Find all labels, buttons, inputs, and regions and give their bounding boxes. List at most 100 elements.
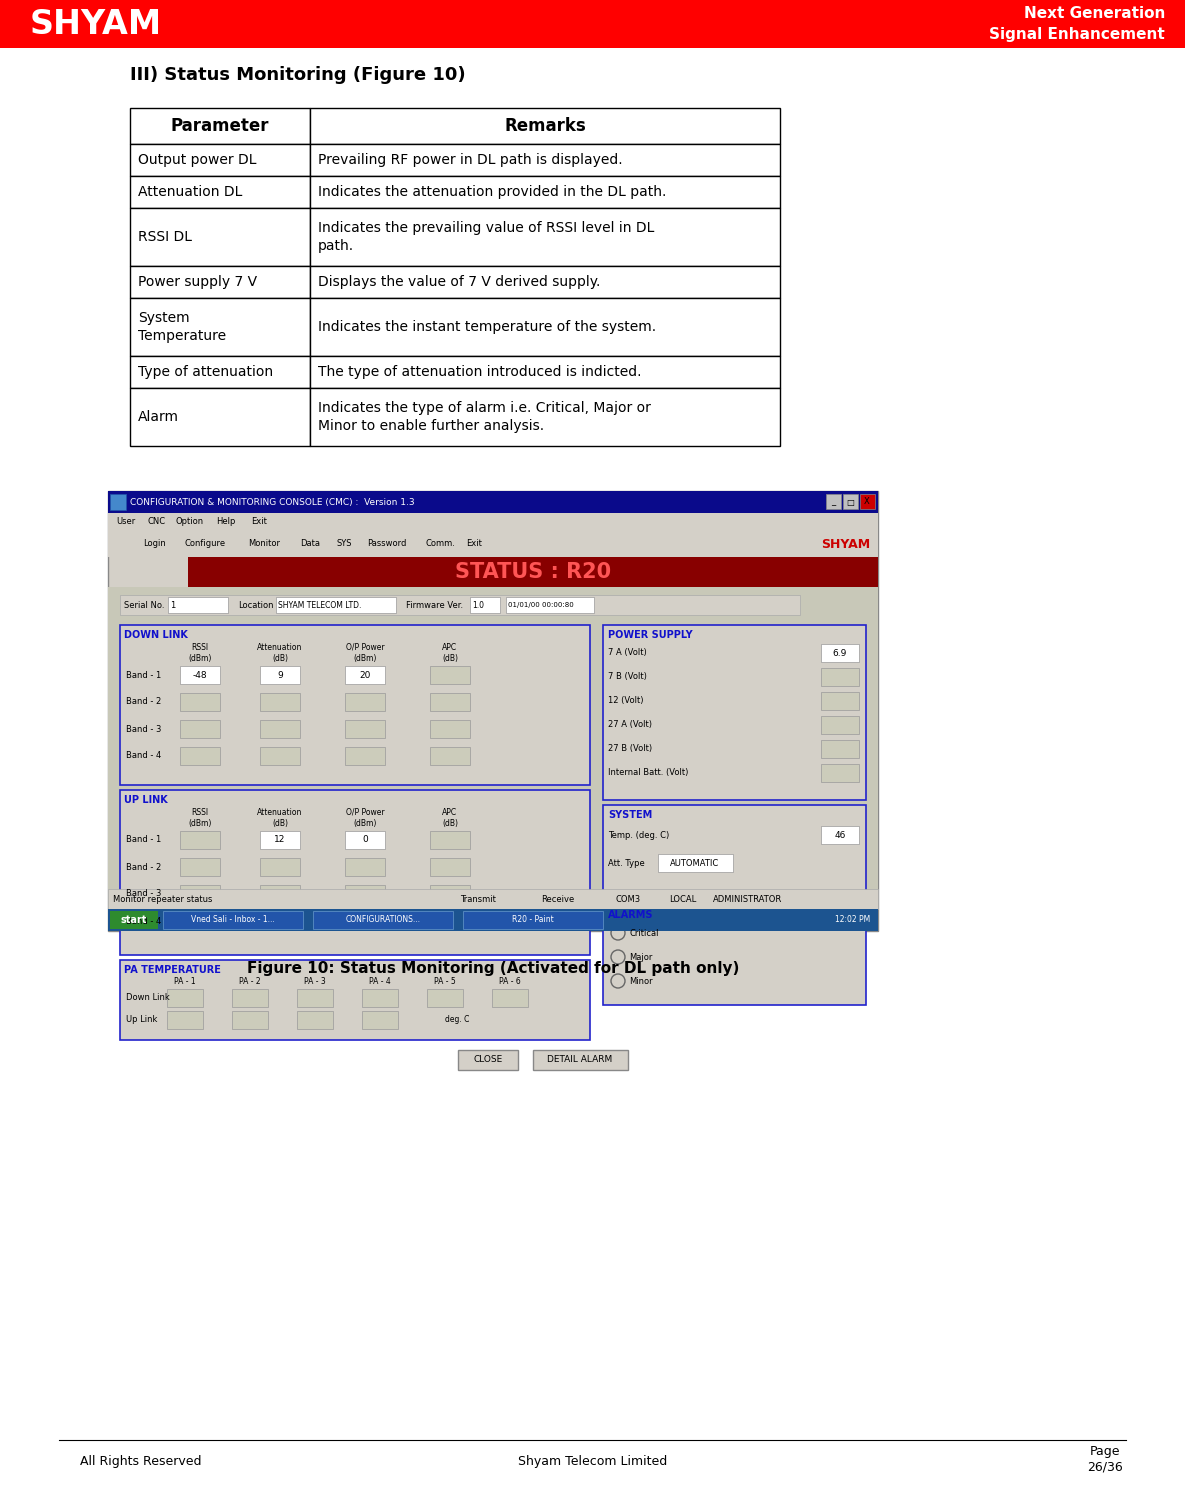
Bar [168,596,228,613]
Bar [110,494,126,510]
Text: STATUS : R20: STATUS : R20 [455,562,611,581]
Text: Indicates the prevailing value of RSSI level in DL
path.: Indicates the prevailing value of RSSI l… [318,220,654,252]
Text: 0: 0 [363,835,367,844]
Bar [430,693,470,711]
Bar [188,557,878,587]
Bar [260,885,300,903]
Bar [108,491,878,513]
Bar [232,989,268,1007]
Bar [843,494,858,509]
Bar [130,266,310,297]
Bar [0,0,1185,48]
Bar [260,858,300,876]
Bar [297,989,333,1007]
Text: LOCAL: LOCAL [670,894,697,903]
Text: Minor: Minor [629,977,653,986]
Text: Displays the value of 7 V derived supply.: Displays the value of 7 V derived supply… [318,275,601,288]
Text: Type of attenuation: Type of attenuation [137,365,273,379]
Text: POWER SUPPLY: POWER SUPPLY [608,630,692,640]
Text: Prevailing RF power in DL path is displayed.: Prevailing RF power in DL path is displa… [318,153,622,168]
Text: PA - 2: PA - 2 [239,977,261,986]
Bar [603,625,866,800]
Text: Receive: Receive [542,894,575,903]
Text: Data: Data [301,539,320,548]
Bar [345,666,385,684]
Bar [345,693,385,711]
Text: 27 A (Volt): 27 A (Volt) [608,720,652,729]
Text: APC
(dB): APC (dB) [442,808,457,827]
Text: ALARMS: ALARMS [608,911,653,920]
Text: Att. Type: Att. Type [608,859,645,868]
Bar [821,764,859,782]
Text: Login: Login [143,539,166,548]
Bar [108,532,878,557]
Text: O/P Power
(dBm): O/P Power (dBm) [346,808,384,827]
Text: deg. C: deg. C [446,1016,469,1024]
Text: AUTOMATIC: AUTOMATIC [671,859,719,868]
Text: User: User [116,518,135,527]
Text: DOWN LINK: DOWN LINK [124,630,188,640]
Bar [492,989,529,1007]
Bar [108,491,878,932]
Bar [167,989,203,1007]
Text: 46: 46 [834,831,846,840]
Bar [120,790,590,954]
Bar [310,109,780,143]
Text: Band - 4: Band - 4 [126,917,161,926]
Bar [457,1049,518,1071]
Text: The type of attenuation introduced is indicted.: The type of attenuation introduced is in… [318,365,641,379]
Text: Indicates the instant temperature of the system.: Indicates the instant temperature of the… [318,320,656,334]
Bar [130,208,310,266]
Text: PA TEMPERATURE: PA TEMPERATURE [124,965,220,975]
Text: Power supply 7 V: Power supply 7 V [137,275,257,288]
Text: Remarks: Remarks [504,116,585,134]
Text: 01/01/00 00:00:80: 01/01/00 00:00:80 [508,602,574,609]
Bar [658,855,734,871]
Bar [180,666,220,684]
Bar [345,858,385,876]
Text: Alarm: Alarm [137,411,179,424]
Text: 6.9: 6.9 [833,648,847,657]
Bar [463,911,603,929]
Text: CONFIGURATION & MONITORING CONSOLE (CMC) :  Version 1.3: CONFIGURATION & MONITORING CONSOLE (CMC)… [130,497,415,506]
Text: _: _ [831,497,835,506]
Bar [345,885,385,903]
Text: PA - 1: PA - 1 [174,977,196,986]
Bar [167,1012,203,1028]
Text: Option: Option [177,518,204,527]
Bar [297,1012,333,1028]
Bar [430,885,470,903]
Bar [470,596,500,613]
Text: Shyam Telecom Limited: Shyam Telecom Limited [518,1456,667,1468]
Bar [232,1012,268,1028]
Text: Band - 1: Band - 1 [126,670,161,680]
Text: Band - 2: Band - 2 [126,862,161,871]
Bar [310,208,780,266]
Bar [260,831,300,849]
Bar [310,266,780,297]
Text: 7 A (Volt): 7 A (Volt) [608,648,647,657]
Text: Band - 1: Band - 1 [126,835,161,844]
Text: PA - 3: PA - 3 [305,977,326,986]
Text: Next Generation
Signal Enhancement: Next Generation Signal Enhancement [989,6,1165,42]
Text: O/P Power
(dBm): O/P Power (dBm) [346,643,384,663]
Bar [120,960,590,1040]
Text: Figure 10: Status Monitoring (Activated for DL path only): Figure 10: Status Monitoring (Activated … [246,960,739,975]
Bar [260,912,300,930]
Text: Page: Page [1090,1445,1120,1459]
Bar [180,747,220,766]
Bar [345,720,385,738]
Bar [130,297,310,356]
Text: Vned Sali - Inbox - 1...: Vned Sali - Inbox - 1... [191,915,275,924]
Bar [430,831,470,849]
Bar [430,858,470,876]
Text: Exit: Exit [251,518,267,527]
Bar [180,831,220,849]
Bar [260,747,300,766]
Text: SHYAM: SHYAM [821,538,870,551]
Text: Firmware Ver.: Firmware Ver. [406,601,463,610]
Bar [180,885,220,903]
Text: Up Link: Up Link [126,1016,158,1024]
Text: Attenuation DL: Attenuation DL [137,186,243,199]
Bar [361,1012,398,1028]
